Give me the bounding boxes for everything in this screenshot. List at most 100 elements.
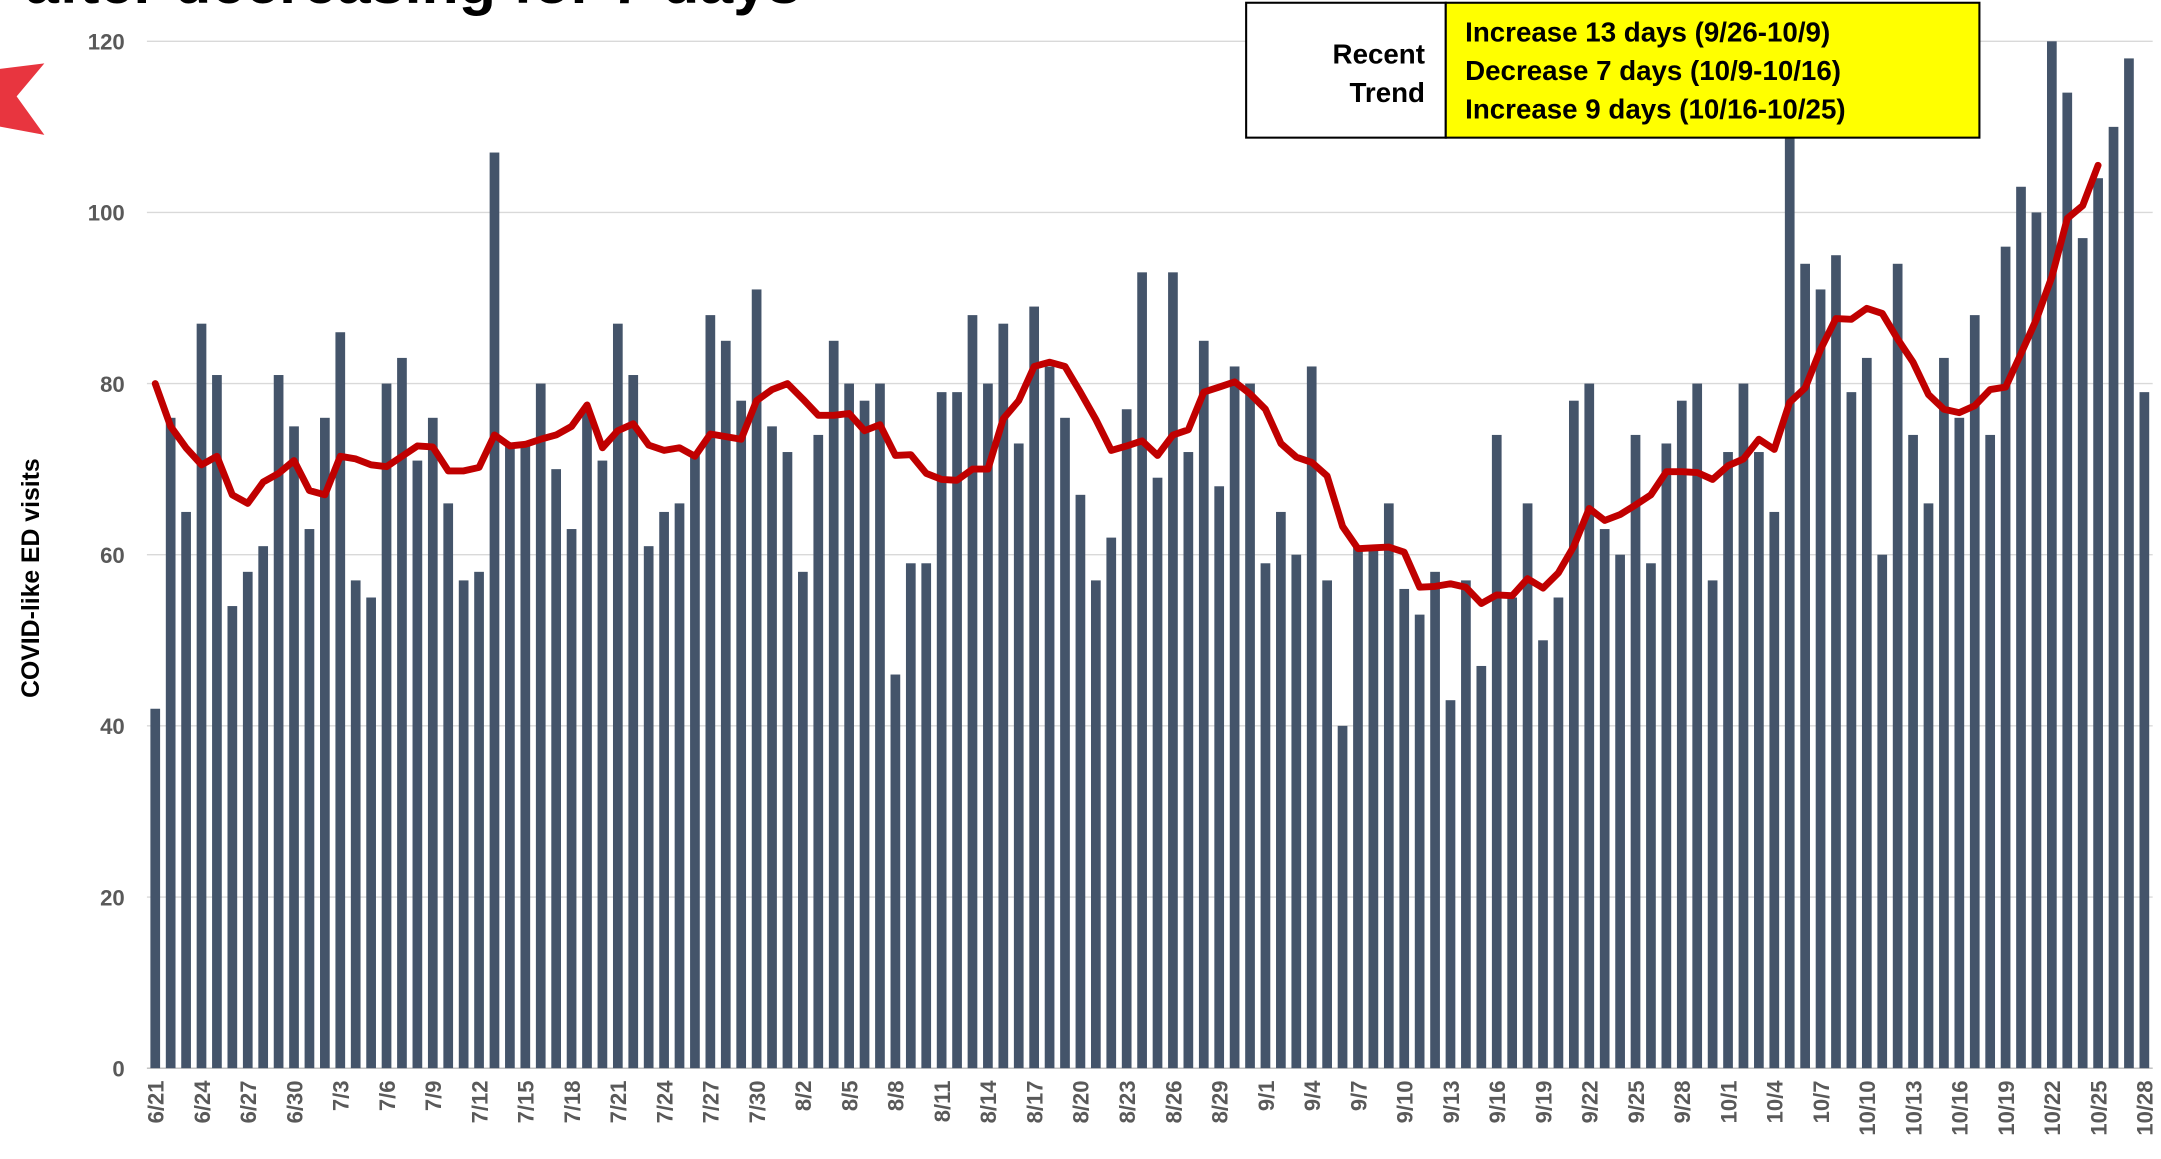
x-tick-label: 8/26 (1161, 1081, 1186, 1124)
x-tick-label: 10/1 (1716, 1081, 1741, 1124)
bar (1229, 366, 1240, 1069)
y-axis-label: COVID-like ED visits (17, 458, 45, 698)
x-tick-label: 10/16 (1948, 1081, 1973, 1136)
x-tick-label: 9/4 (1300, 1080, 1325, 1111)
bar (1399, 588, 1410, 1069)
bar (1538, 640, 1548, 1069)
bar (350, 580, 361, 1069)
bar (1353, 546, 1363, 1069)
x-tick-label: 7/30 (745, 1081, 770, 1124)
trend-label: Recent (1333, 38, 1425, 69)
bar (2093, 178, 2103, 1069)
x-tick-label: 8/2 (791, 1081, 816, 1112)
x-tick-label: 8/11 (930, 1081, 955, 1123)
bar (2077, 238, 2088, 1069)
x-tick-label: 7/9 (421, 1081, 446, 1112)
bar (859, 400, 870, 1069)
bar (828, 340, 839, 1069)
bar (1013, 443, 1024, 1069)
bar (612, 323, 623, 1069)
bar (875, 383, 885, 1069)
x-tick-label: 8/20 (1069, 1081, 1094, 1124)
bar (967, 315, 978, 1069)
bar (1568, 400, 1579, 1069)
bar (458, 580, 469, 1069)
bar (983, 383, 993, 1069)
bar (1861, 357, 1872, 1069)
bar (1152, 477, 1163, 1069)
y-tick-label: 0 (112, 1056, 124, 1081)
bar (381, 383, 392, 1069)
bar (1939, 357, 1949, 1069)
trend-line: Increase 9 days (10/16-10/25) (1465, 93, 1845, 124)
bar (844, 383, 854, 1069)
bar (1707, 580, 1718, 1069)
bar (2046, 41, 2057, 1069)
bar (1908, 434, 1918, 1069)
bar (1198, 340, 1209, 1069)
bar (474, 571, 484, 1069)
bar (1260, 563, 1271, 1069)
bar (412, 460, 423, 1069)
bar (1414, 614, 1425, 1069)
bar (320, 417, 330, 1069)
x-tick-label: 10/25 (2086, 1081, 2111, 1136)
bar (566, 529, 577, 1069)
bar (304, 529, 315, 1069)
bar (1630, 434, 1641, 1069)
bar (335, 332, 346, 1069)
bar (798, 571, 808, 1069)
bar (1599, 529, 1610, 1069)
bar (1769, 511, 1780, 1069)
bar (1461, 580, 1471, 1069)
bar (890, 674, 901, 1069)
x-tick-label: 8/14 (976, 1080, 1001, 1124)
bar (1754, 452, 1764, 1069)
bar (1337, 725, 1348, 1069)
bar (181, 511, 191, 1069)
bar (1276, 511, 1286, 1069)
bar (1522, 503, 1533, 1069)
x-tick-label: 9/28 (1670, 1081, 1695, 1124)
y-tick-label: 120 (88, 30, 125, 55)
bar (1090, 580, 1101, 1069)
x-tick-label: 6/27 (236, 1081, 261, 1124)
bar (1800, 263, 1810, 1069)
bar (767, 426, 777, 1069)
y-tick-label: 40 (100, 714, 125, 739)
bar (1214, 486, 1225, 1069)
bar (489, 152, 500, 1069)
bar (936, 392, 947, 1069)
bar (582, 409, 592, 1069)
bar (1661, 443, 1672, 1069)
bar (443, 503, 454, 1069)
trend-box (1444, 1, 1981, 139)
bar (1985, 434, 1996, 1069)
bar (751, 289, 762, 1069)
x-tick-label: 7/3 (329, 1081, 354, 1112)
y-tick-label: 60 (100, 543, 125, 568)
x-tick-label: 9/25 (1624, 1081, 1649, 1124)
x-tick-label: 10/19 (1994, 1081, 2019, 1136)
bar (212, 375, 222, 1069)
bar (289, 426, 299, 1069)
bar (427, 417, 438, 1069)
bar (2016, 186, 2026, 1069)
bar (1075, 494, 1086, 1069)
bar (705, 315, 716, 1069)
bar (273, 375, 284, 1069)
bar (2139, 392, 2150, 1069)
bar (2108, 126, 2119, 1069)
x-tick-label: 9/1 (1254, 1081, 1279, 1112)
bar (1029, 306, 1040, 1069)
bar (628, 375, 639, 1069)
bar (1137, 272, 1147, 1069)
bar (1044, 366, 1055, 1069)
bar (736, 400, 747, 1069)
bar (1831, 255, 1841, 1069)
bar (1892, 263, 1903, 1069)
bar (1430, 571, 1440, 1069)
bar (1553, 597, 1564, 1069)
bar (998, 323, 1009, 1069)
